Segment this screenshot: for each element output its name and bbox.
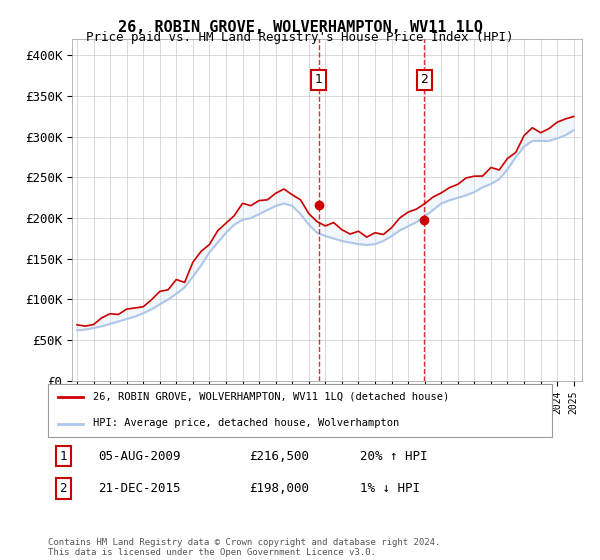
Text: 21-DEC-2015: 21-DEC-2015	[98, 482, 181, 495]
Text: £216,500: £216,500	[250, 450, 310, 463]
Text: Price paid vs. HM Land Registry's House Price Index (HPI): Price paid vs. HM Land Registry's House …	[86, 31, 514, 44]
Text: 1% ↓ HPI: 1% ↓ HPI	[361, 482, 421, 495]
Text: 20% ↑ HPI: 20% ↑ HPI	[361, 450, 428, 463]
Text: 05-AUG-2009: 05-AUG-2009	[98, 450, 181, 463]
Text: 2: 2	[420, 73, 428, 86]
Text: 2: 2	[59, 482, 67, 495]
Text: 26, ROBIN GROVE, WOLVERHAMPTON, WV11 1LQ: 26, ROBIN GROVE, WOLVERHAMPTON, WV11 1LQ	[118, 20, 482, 35]
Text: Contains HM Land Registry data © Crown copyright and database right 2024.
This d: Contains HM Land Registry data © Crown c…	[48, 538, 440, 557]
Text: HPI: Average price, detached house, Wolverhampton: HPI: Average price, detached house, Wolv…	[94, 418, 400, 428]
Text: 1: 1	[315, 73, 323, 86]
Text: 26, ROBIN GROVE, WOLVERHAMPTON, WV11 1LQ (detached house): 26, ROBIN GROVE, WOLVERHAMPTON, WV11 1LQ…	[94, 392, 449, 402]
Text: £198,000: £198,000	[250, 482, 310, 495]
Text: 1: 1	[59, 450, 67, 463]
